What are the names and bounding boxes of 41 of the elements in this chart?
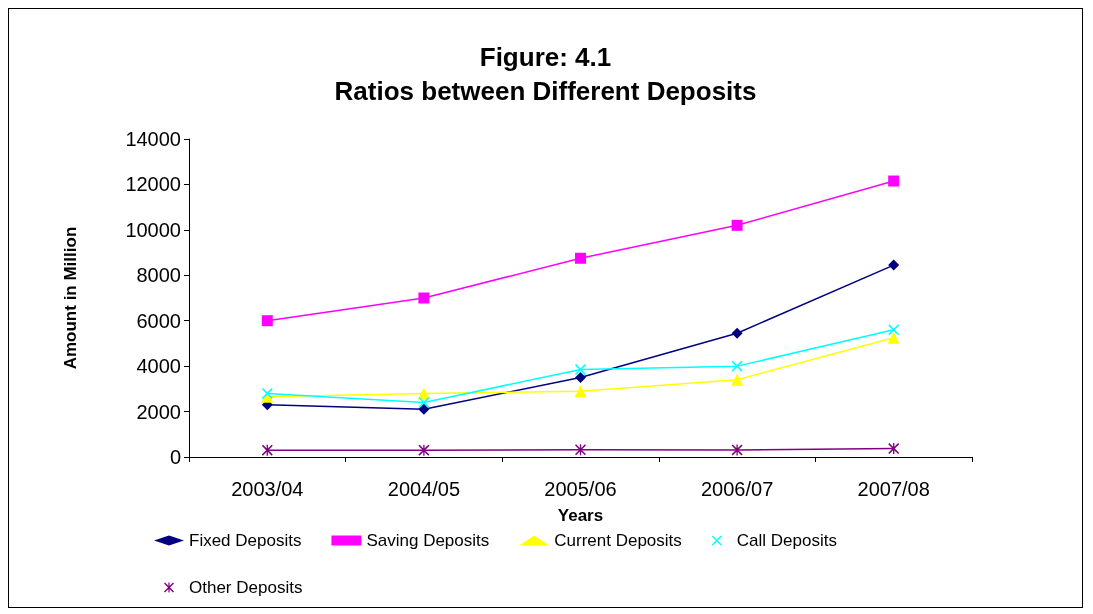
point xyxy=(731,219,743,231)
y-tick-label: 14000 xyxy=(125,128,181,150)
point xyxy=(888,324,900,336)
point xyxy=(418,396,430,408)
y-tick-label: 6000 xyxy=(136,309,181,332)
point xyxy=(418,292,430,304)
legend-label: Current Deposits xyxy=(554,531,682,550)
y-tick-label: 8000 xyxy=(136,264,181,287)
point xyxy=(261,387,273,399)
point xyxy=(888,175,900,187)
point xyxy=(887,331,900,344)
x-tick-label: 2007/08 xyxy=(857,478,930,500)
point xyxy=(261,315,273,327)
y-tick-label: 0 xyxy=(169,446,181,468)
point xyxy=(731,373,744,386)
point xyxy=(888,259,900,271)
y-tick-label: 10000 xyxy=(125,218,181,241)
point xyxy=(575,252,586,264)
chart-subtitle: Ratios between Different Deposits xyxy=(334,76,757,106)
point xyxy=(731,444,743,456)
x-tick-label: 2005/06 xyxy=(544,478,617,500)
y-tick-label: 4000 xyxy=(136,355,181,378)
point xyxy=(731,327,743,339)
y-tick-label: 12000 xyxy=(125,173,181,196)
y-tick-label: 2000 xyxy=(136,400,181,423)
x-tick-label: 2003/04 xyxy=(231,478,304,500)
x-tick-label: 2006/07 xyxy=(700,478,774,500)
legend-label: Call Deposits xyxy=(736,531,837,550)
x-tick-label: 2004/05 xyxy=(387,478,461,500)
legend-label: Fixed Deposits xyxy=(189,531,302,550)
point xyxy=(574,385,587,398)
point xyxy=(575,372,586,383)
y-axis-title: Amount in Million xyxy=(61,226,80,370)
chart-title: Figure: 4.1 xyxy=(479,42,612,72)
point xyxy=(731,360,743,372)
point xyxy=(418,444,430,456)
point xyxy=(575,364,586,376)
legend-label: Other Deposits xyxy=(189,578,303,597)
x-axis-title: Years xyxy=(557,506,604,525)
legend-label: Saving Deposits xyxy=(366,531,490,550)
point xyxy=(418,403,430,415)
